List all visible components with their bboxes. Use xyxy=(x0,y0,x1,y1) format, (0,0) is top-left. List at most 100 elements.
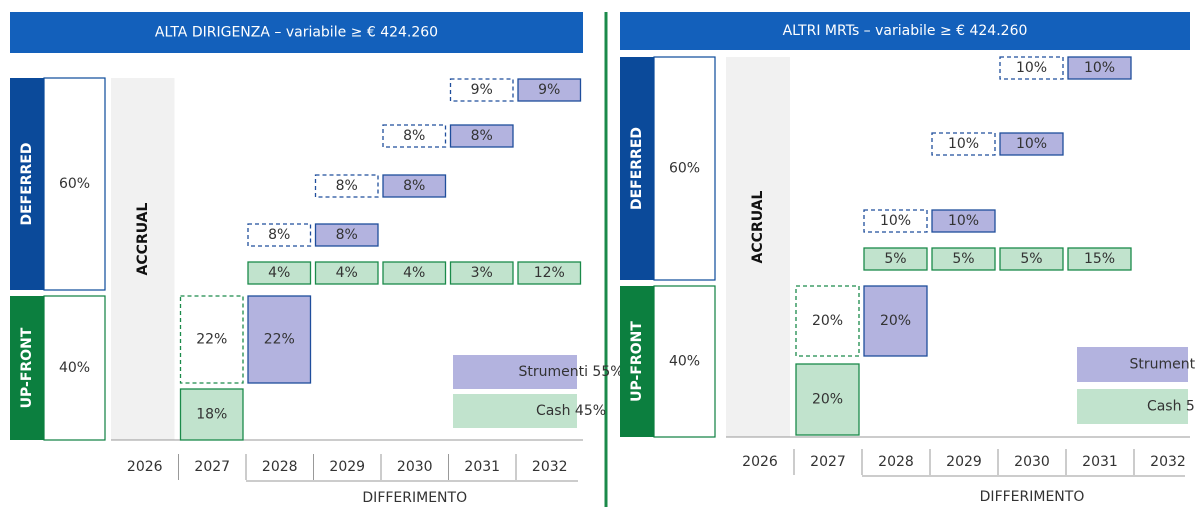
title-bar xyxy=(620,12,1190,50)
accrual-column xyxy=(726,57,790,437)
deferred-instruments xyxy=(517,78,582,102)
year-label: 2027 xyxy=(194,459,230,475)
deferred-value: 60% xyxy=(59,176,90,192)
accrual-label: ACCRUAL xyxy=(135,202,151,275)
deferred-dashed xyxy=(999,56,1064,80)
upfront-cash-label: 20% xyxy=(812,392,843,408)
deferred-cash-label: 5% xyxy=(952,251,974,267)
deferred-cash-label: 3% xyxy=(471,265,493,281)
deferred-cash xyxy=(449,261,514,285)
upfront-cash xyxy=(795,363,860,436)
deferred-instruments-label: 10% xyxy=(948,213,979,229)
upfront-label: UP-FRONT xyxy=(19,327,35,408)
upfront-dashed-label: 20% xyxy=(812,313,843,329)
deferred-dashed xyxy=(931,132,996,156)
axis-label: DIFFERIMENTO xyxy=(980,489,1085,505)
legend-label: Cash 45% xyxy=(536,403,606,419)
title-bar xyxy=(10,12,583,53)
panel-title: ALTRI MRTs – variabile ≥ € 424.260 xyxy=(783,23,1028,39)
deferred-cash xyxy=(382,261,447,285)
deferred-instruments xyxy=(382,174,447,198)
upfront-dashed-label: 22% xyxy=(196,332,227,348)
deferred-cash xyxy=(247,261,312,285)
deferred-box xyxy=(653,56,716,281)
upfront-value: 40% xyxy=(59,360,90,376)
upfront-dashed xyxy=(179,295,244,384)
deferred-label-bar xyxy=(620,57,654,280)
upfront-box xyxy=(653,285,716,438)
deferred-box xyxy=(43,77,106,291)
year-label: 2027 xyxy=(810,454,846,470)
deferred-cash xyxy=(999,247,1064,271)
upfront-cash xyxy=(179,388,244,441)
year-label: 2026 xyxy=(127,459,163,475)
deferred-dashed-label: 9% xyxy=(471,82,493,98)
deferred-dashed-label: 8% xyxy=(336,178,358,194)
upfront-box xyxy=(43,295,106,441)
deferred-cash-label: 4% xyxy=(403,265,425,281)
year-label: 2029 xyxy=(946,454,982,470)
deferred-instruments xyxy=(314,223,379,247)
upfront-label-bar xyxy=(10,296,44,440)
legend-label: Cash 50% xyxy=(1147,399,1195,415)
deferred-instruments-label: 8% xyxy=(336,227,358,243)
deferred-cash-label: 5% xyxy=(884,251,906,267)
year-label: 2026 xyxy=(742,454,778,470)
deferred-label-bar xyxy=(10,78,44,290)
year-label: 2029 xyxy=(329,459,365,475)
legend-swatch xyxy=(453,355,577,389)
year-label: 2028 xyxy=(262,459,298,475)
deferred-cash-label: 5% xyxy=(1020,251,1042,267)
upfront-value: 40% xyxy=(669,354,700,370)
upfront-instruments-label: 22% xyxy=(264,332,295,348)
deferred-cash-label: 12% xyxy=(534,265,565,281)
year-label: 2028 xyxy=(878,454,914,470)
legend-swatch xyxy=(1077,389,1188,424)
deferred-cash-label: 4% xyxy=(336,265,358,281)
accrual-label: ACCRUAL xyxy=(750,190,766,263)
deferred-dashed xyxy=(314,174,379,198)
deferred-label: DEFERRED xyxy=(19,142,35,225)
upfront-instruments xyxy=(863,285,928,357)
deferred-label: DEFERRED xyxy=(629,127,645,210)
deferred-dashed xyxy=(863,209,928,233)
upfront-label-bar xyxy=(620,286,654,437)
year-label: 2032 xyxy=(532,459,568,475)
deferred-cash-label: 15% xyxy=(1084,251,1115,267)
upfront-cash-label: 18% xyxy=(196,407,227,423)
deferred-dashed xyxy=(449,78,514,102)
deferred-instruments xyxy=(1067,56,1132,80)
deferred-dashed-label: 8% xyxy=(403,128,425,144)
upfront-instruments xyxy=(247,295,312,384)
deferred-dashed-label: 10% xyxy=(948,136,979,152)
year-label: 2030 xyxy=(397,459,433,475)
deferred-cash xyxy=(863,247,928,271)
deferred-cash xyxy=(1067,247,1132,271)
legend-label: Strumenti 55% xyxy=(518,364,623,380)
panel-title: ALTA DIRIGENZA – variabile ≥ € 424.260 xyxy=(155,25,438,41)
deferred-cash-label: 4% xyxy=(268,265,290,281)
deferred-instruments xyxy=(449,124,514,148)
legend-label: Strumenti 50% xyxy=(1129,357,1195,373)
deferred-value: 60% xyxy=(669,161,700,177)
deferred-cash xyxy=(931,247,996,271)
deferred-instruments-label: 10% xyxy=(1016,136,1047,152)
year-label: 2031 xyxy=(464,459,500,475)
deferred-instruments-label: 9% xyxy=(538,82,560,98)
deferred-dashed-label: 10% xyxy=(880,213,911,229)
year-label: 2032 xyxy=(1150,454,1186,470)
legend-swatch xyxy=(1077,347,1188,382)
axis-label: DIFFERIMENTO xyxy=(362,490,467,506)
year-label: 2031 xyxy=(1082,454,1118,470)
legend-swatch xyxy=(453,394,577,428)
deferred-dashed xyxy=(247,223,312,247)
deferred-instruments-label: 8% xyxy=(403,178,425,194)
deferred-instruments-label: 10% xyxy=(1084,60,1115,76)
deferred-instruments-label: 8% xyxy=(471,128,493,144)
deferred-dashed-label: 8% xyxy=(268,227,290,243)
deferred-cash xyxy=(517,261,582,285)
deferred-cash xyxy=(314,261,379,285)
deferred-instruments xyxy=(931,209,996,233)
upfront-instruments-label: 20% xyxy=(880,313,911,329)
